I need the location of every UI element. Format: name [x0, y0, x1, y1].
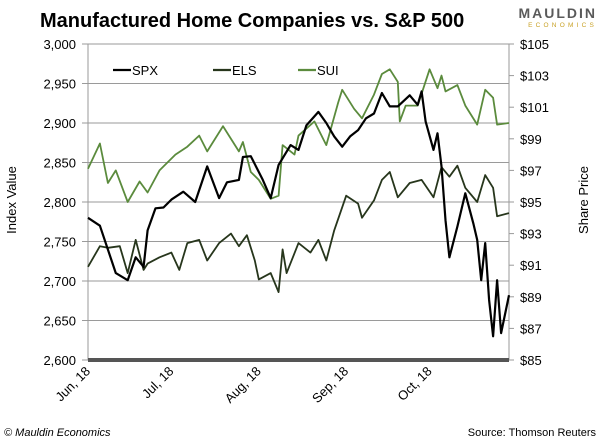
y-tick-label: 2,950 [43, 77, 76, 92]
y2-tick-label: $105 [520, 37, 549, 52]
gridlines [82, 43, 514, 362]
x-tick-label: Jul, 18 [139, 364, 177, 402]
y-tick-label: 2,600 [43, 353, 76, 368]
legend: SPX ELS SUI [113, 63, 339, 78]
y-tick-label: 2,800 [43, 195, 76, 210]
y2-tick-label: $101 [520, 100, 549, 115]
chart-title: Manufactured Home Companies vs. S&P 500 [40, 10, 464, 32]
series-line-els [87, 164, 510, 293]
series-lines [87, 68, 511, 338]
y-axis-title: Index Value [4, 166, 19, 234]
y2-tick-label: $91 [520, 258, 542, 273]
y2-tick-label: $99 [520, 132, 542, 147]
y-tick-label: 3,000 [43, 37, 76, 52]
y-tick-label: 2,900 [43, 116, 76, 131]
y2-tick-label: $89 [520, 290, 542, 305]
y2-tick-label: $87 [520, 321, 542, 336]
y-tick-label: 2,750 [43, 235, 76, 250]
y-tick-label: 2,700 [43, 274, 76, 289]
y2-tick-label: $97 [520, 163, 542, 178]
x-tick-label: Aug, 18 [222, 364, 264, 406]
y-tick-label: 2,850 [43, 156, 76, 171]
y2-tick-label: $103 [520, 69, 549, 84]
logo-line1: MAULDIN [518, 5, 597, 21]
series-line-sui [87, 68, 510, 203]
y2-tick-label: $95 [520, 195, 542, 210]
y2-tick-label: $93 [520, 227, 542, 242]
legend-label-sui: SUI [317, 63, 339, 78]
x-tick-label: Jun, 18 [52, 364, 93, 405]
x-tick-label: Sep, 18 [309, 364, 351, 406]
footer-source: Source: Thomson Reuters [468, 427, 597, 439]
series-line-spx [87, 90, 511, 338]
y-axis-right: $85 $87 $89 $91 $93 $95 $97 $99 $101 $103 $105 [520, 37, 549, 368]
y2-axis-title: Share Price [576, 166, 591, 234]
logo: MAULDIN ECONOMICS [518, 5, 597, 29]
y-axis-left: 2,600 2,650 2,700 2,750 2,800 2,850 2,900 2,950… [43, 37, 76, 368]
legend-label-els: ELS [232, 63, 257, 78]
y-tick-label: 2,650 [43, 314, 76, 329]
legend-label-spx: SPX [132, 63, 158, 78]
logo-line2: ECONOMICS [528, 22, 597, 29]
x-axis: Jun, 18 Jul, 18 Aug, 18 Sep, 18 Oct, 18 [52, 364, 434, 406]
y2-tick-label: $85 [520, 353, 542, 368]
footer-copyright: © Mauldin Economics [4, 427, 111, 439]
x-tick-label: Oct, 18 [394, 364, 434, 404]
